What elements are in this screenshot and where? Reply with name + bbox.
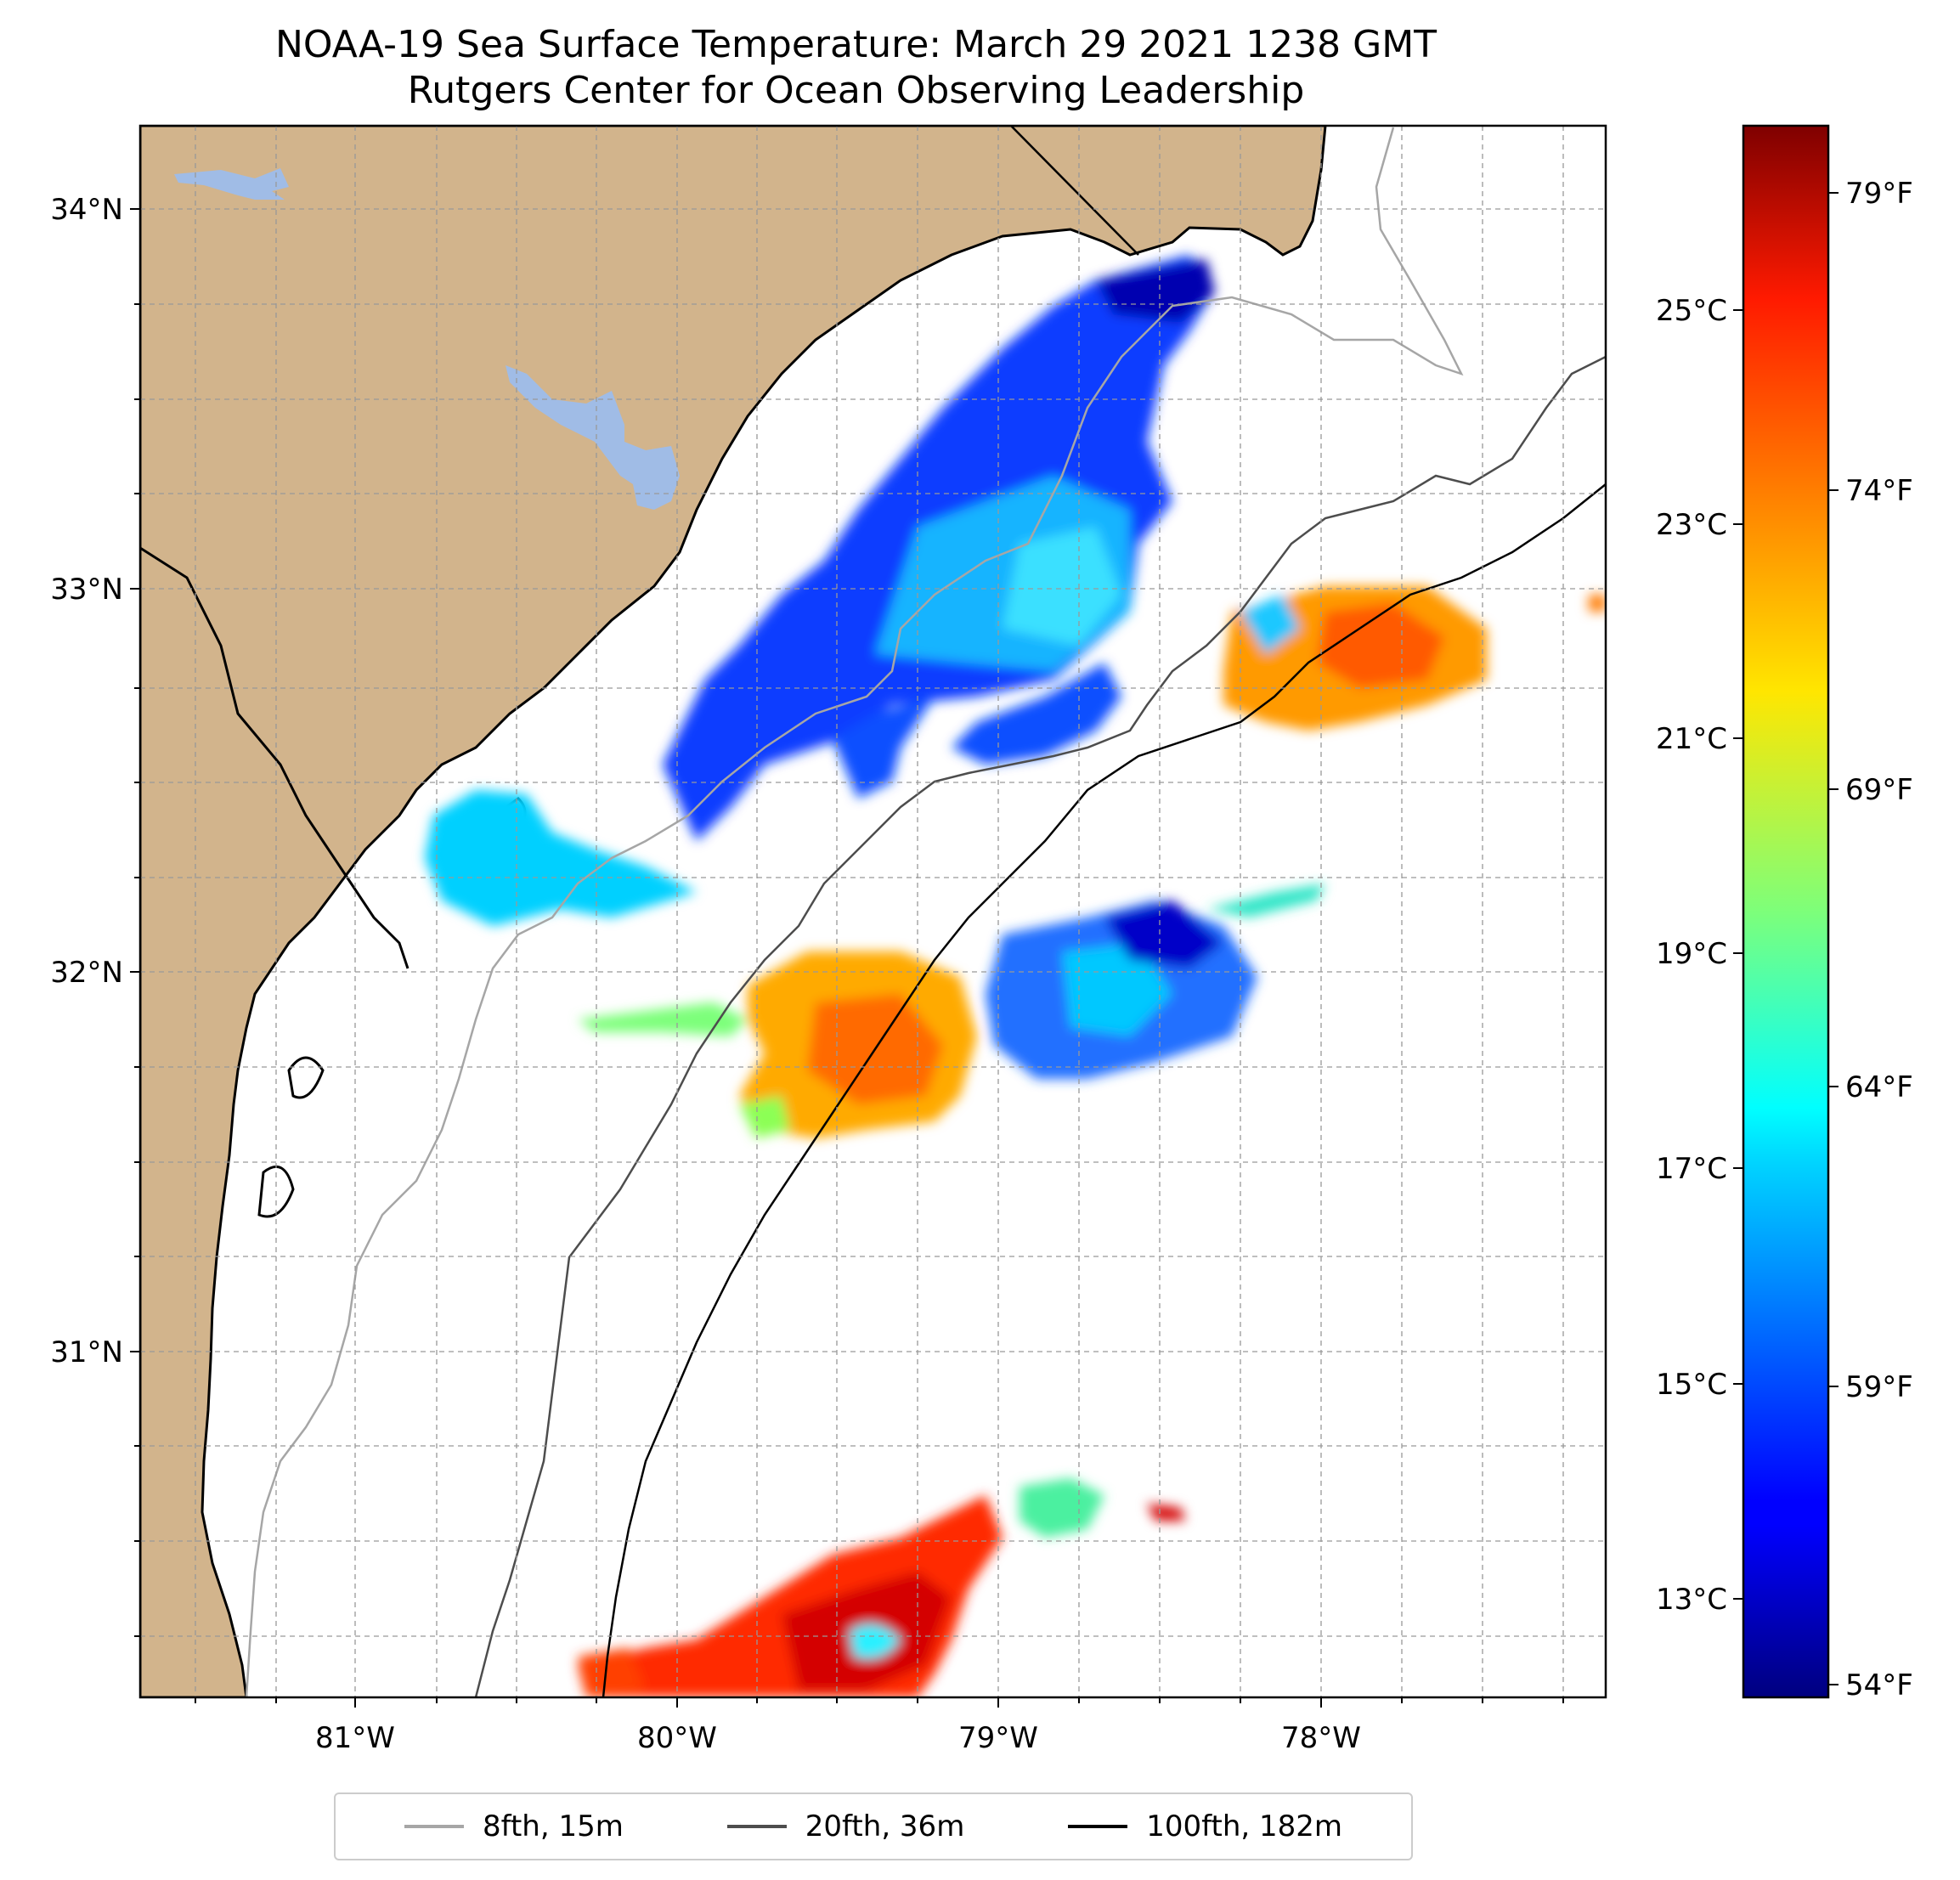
isobath-20fth (474, 355, 1606, 1697)
colorbar-fahrenheit-label: 74°F (1845, 474, 1913, 508)
colorbar-celsius-label: 23°C (1656, 508, 1727, 542)
state-border (1010, 126, 1139, 256)
legend-label: 8fth, 15m (482, 1809, 624, 1843)
legend-line-swatch (1068, 1825, 1128, 1828)
isobath-8fth (245, 127, 1464, 1697)
legend-item-20fth: 20fth, 36m (726, 1809, 965, 1843)
colorbar-fahrenheit-label: 69°F (1845, 773, 1913, 807)
lat-axis (130, 208, 140, 1637)
colorbar-celsius-label: 13°C (1656, 1583, 1727, 1617)
legend-line-swatch (726, 1825, 787, 1828)
estuary (287, 1056, 325, 1099)
colorbar-fahrenheit-label: 54°F (1845, 1668, 1913, 1702)
colorbar-celsius-ticks (1733, 309, 1743, 1600)
legend-line-swatch (404, 1825, 464, 1828)
lon-tick-label: 80°W (637, 1721, 717, 1755)
lat-tick-label: 32°N (50, 956, 123, 990)
lat-tick-label: 33°N (50, 573, 123, 607)
sst-field (425, 255, 1606, 1697)
lon-tick-label: 78°W (1281, 1721, 1361, 1755)
lon-tick-label: 79°W (958, 1721, 1038, 1755)
legend-label: 20fth, 36m (805, 1809, 965, 1843)
map-title: NOAA-19 Sea Surface Temperature: March 2… (274, 23, 1438, 66)
legend-item-100fth: 100fth, 182m (1068, 1809, 1342, 1843)
map-frame (138, 124, 1607, 1699)
colorbar-celsius-label: 19°C (1656, 937, 1727, 971)
lat-tick-label: 34°N (50, 193, 123, 227)
lat-tick-label: 31°N (50, 1335, 123, 1369)
isobath-100fth (602, 483, 1606, 1697)
lon-axis (195, 1697, 1564, 1708)
colorbar-celsius-label: 21°C (1656, 722, 1727, 756)
colorbar (1742, 124, 1830, 1699)
colorbar-fahrenheit-label: 79°F (1845, 177, 1913, 211)
colorbar-celsius-label: 17°C (1656, 1152, 1727, 1186)
colorbar-fahrenheit-label: 59°F (1845, 1370, 1913, 1404)
colorbar-celsius-label: 15°C (1656, 1368, 1727, 1402)
gridlines (140, 126, 1606, 1697)
legend-item-8fth: 8fth, 15m (404, 1809, 624, 1843)
colorbar-fahrenheit-label: 64°F (1845, 1070, 1913, 1104)
legend-label: 100fth, 182m (1146, 1809, 1343, 1843)
isobath-legend: 8fth, 15m 20fth, 36m 100fth, 182m (334, 1792, 1413, 1860)
lake (506, 365, 680, 510)
colorbar-fahrenheit-ticks (1828, 192, 1839, 1685)
colorbar-celsius-label: 25°C (1656, 294, 1727, 328)
state-border (140, 546, 410, 969)
map-subtitle: Rutgers Center for Ocean Observing Leade… (407, 69, 1305, 112)
lon-tick-label: 81°W (315, 1721, 395, 1755)
lake (174, 168, 289, 200)
